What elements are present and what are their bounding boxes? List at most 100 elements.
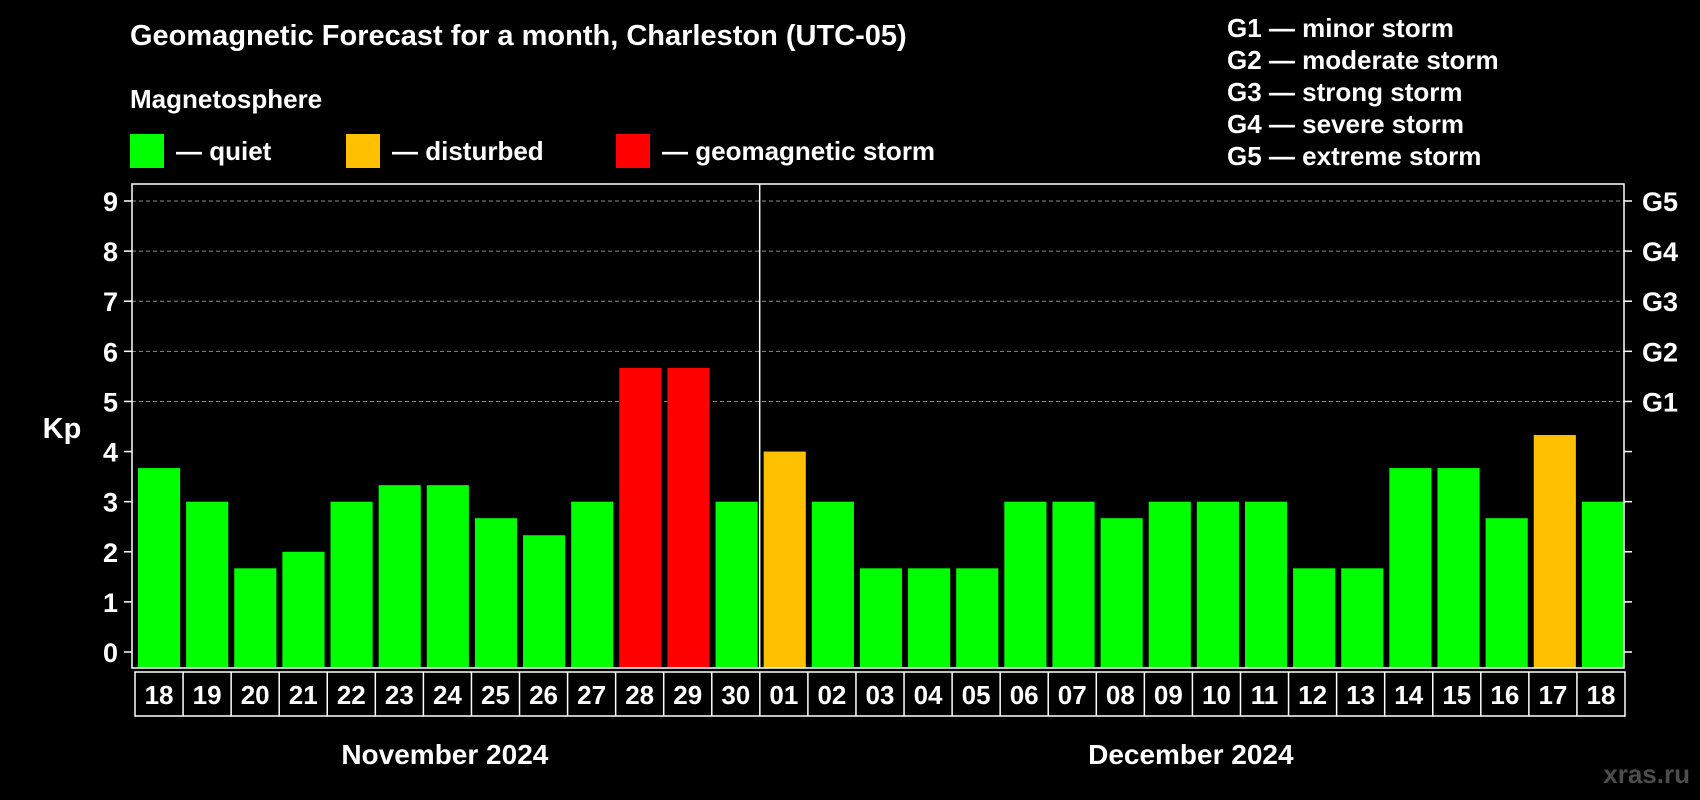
y-tick-label: 1 [103,588,118,618]
date-label: 01 [769,680,798,710]
legend-swatch-quiet [130,134,164,168]
plot-frame [131,183,1625,669]
kp-bar [282,551,325,668]
date-label: 05 [962,680,991,710]
date-label: 16 [1490,680,1519,710]
legend-label-disturbed: — disturbed [392,135,544,166]
date-label: 21 [289,680,318,710]
date-strip [134,671,1626,717]
y-tick-label: 8 [103,237,118,267]
y-tick-label: 0 [103,638,118,668]
kp-bar [330,501,373,668]
kp-bar [571,501,614,668]
legend-heading: Magnetosphere [130,84,323,114]
date-label: 25 [481,680,510,710]
date-label: 11 [1251,680,1279,710]
kp-bar [1293,568,1336,668]
y-tick-label: 5 [103,387,118,417]
right-axis-label: G2 [1642,337,1678,367]
kp-bar [763,451,806,668]
kp-bar [1437,468,1480,668]
date-label: 18 [145,680,174,710]
month-label: November 2024 [341,739,548,770]
kp-bar [426,485,469,668]
kp-bar [619,367,662,668]
right-axis-label: G3 [1642,287,1678,317]
storm-level-list: G1 — minor storm G2 — moderate storm G3 … [1227,12,1499,172]
kp-bar [1004,501,1047,668]
legend-label-quiet: — quiet [176,135,272,166]
kp-bar [1341,568,1384,668]
kp-bar [186,501,229,668]
storm-level-code: G2 [1227,45,1262,75]
right-axis-label: G4 [1642,237,1678,267]
storm-level-item: G2 — moderate storm [1227,44,1499,76]
date-label: 19 [193,680,222,710]
legend-item-quiet: — quiet [130,134,271,168]
kp-bar [715,501,758,668]
y-tick-label: 6 [103,337,118,367]
kp-bar [474,518,518,668]
date-label: 03 [866,680,895,710]
y-axis-label: Kp [43,413,82,445]
date-label: 28 [625,680,654,710]
date-label: 07 [1058,680,1087,710]
kp-bar [1244,501,1288,668]
y-tick-label: 3 [103,488,118,518]
kp-bar [1581,501,1624,668]
storm-level-code: G3 [1227,77,1262,107]
date-label: 22 [337,680,366,710]
kp-bar [1100,518,1143,668]
storm-level-item: G4 — severe storm [1227,108,1499,140]
storm-level-code: G4 [1227,109,1262,139]
kp-bar [1052,501,1095,668]
storm-level-text: — moderate storm [1268,45,1499,75]
kp-bar [956,568,999,668]
date-label: 26 [529,680,558,710]
kp-bar [1533,435,1576,668]
date-label: 23 [385,680,414,710]
legend-item-storm: — geomagnetic storm [616,134,935,168]
month-label: December 2024 [1088,739,1294,770]
kp-bar [138,468,181,668]
date-label: 08 [1106,680,1135,710]
kp-bar [811,501,854,668]
kp-bar [1485,518,1528,668]
storm-level-text: — extreme storm [1268,141,1482,171]
storm-level-text: — minor storm [1268,13,1454,43]
kp-bar [908,568,951,668]
y-tick-label: 2 [103,538,118,568]
chart-title: Geomagnetic Forecast for a month, Charle… [130,20,907,52]
date-label: 06 [1010,680,1039,710]
date-label: 10 [1202,680,1231,710]
right-axis-label: G5 [1642,187,1678,217]
date-label: 18 [1587,680,1616,710]
storm-level-text: — severe storm [1268,109,1465,139]
date-label: 15 [1442,680,1471,710]
kp-bar [1148,501,1191,668]
date-label: 04 [914,680,943,710]
date-label: 14 [1394,680,1423,710]
kp-bar [667,367,710,668]
date-label: 09 [1154,680,1183,710]
right-axis-label: G1 [1642,387,1678,417]
date-label: 12 [1298,680,1327,710]
storm-level-item: G3 — strong storm [1227,76,1499,108]
date-label: 30 [721,680,750,710]
kp-bar [859,568,903,668]
storm-level-text: — strong storm [1268,77,1463,107]
legend-swatch-storm [616,134,650,168]
kp-bar [1196,501,1239,668]
legend-item-disturbed: — disturbed [346,134,544,168]
date-label: 24 [433,680,462,710]
date-label: 17 [1538,680,1567,710]
legend-label-storm: — geomagnetic storm [662,135,936,166]
legend-swatch-disturbed [346,134,380,168]
date-label: 20 [241,680,270,710]
kp-bar [234,568,277,668]
date-label: 13 [1346,680,1375,710]
kp-bar [378,485,421,668]
date-label: 29 [673,680,702,710]
storm-level-code: G5 [1227,141,1262,171]
